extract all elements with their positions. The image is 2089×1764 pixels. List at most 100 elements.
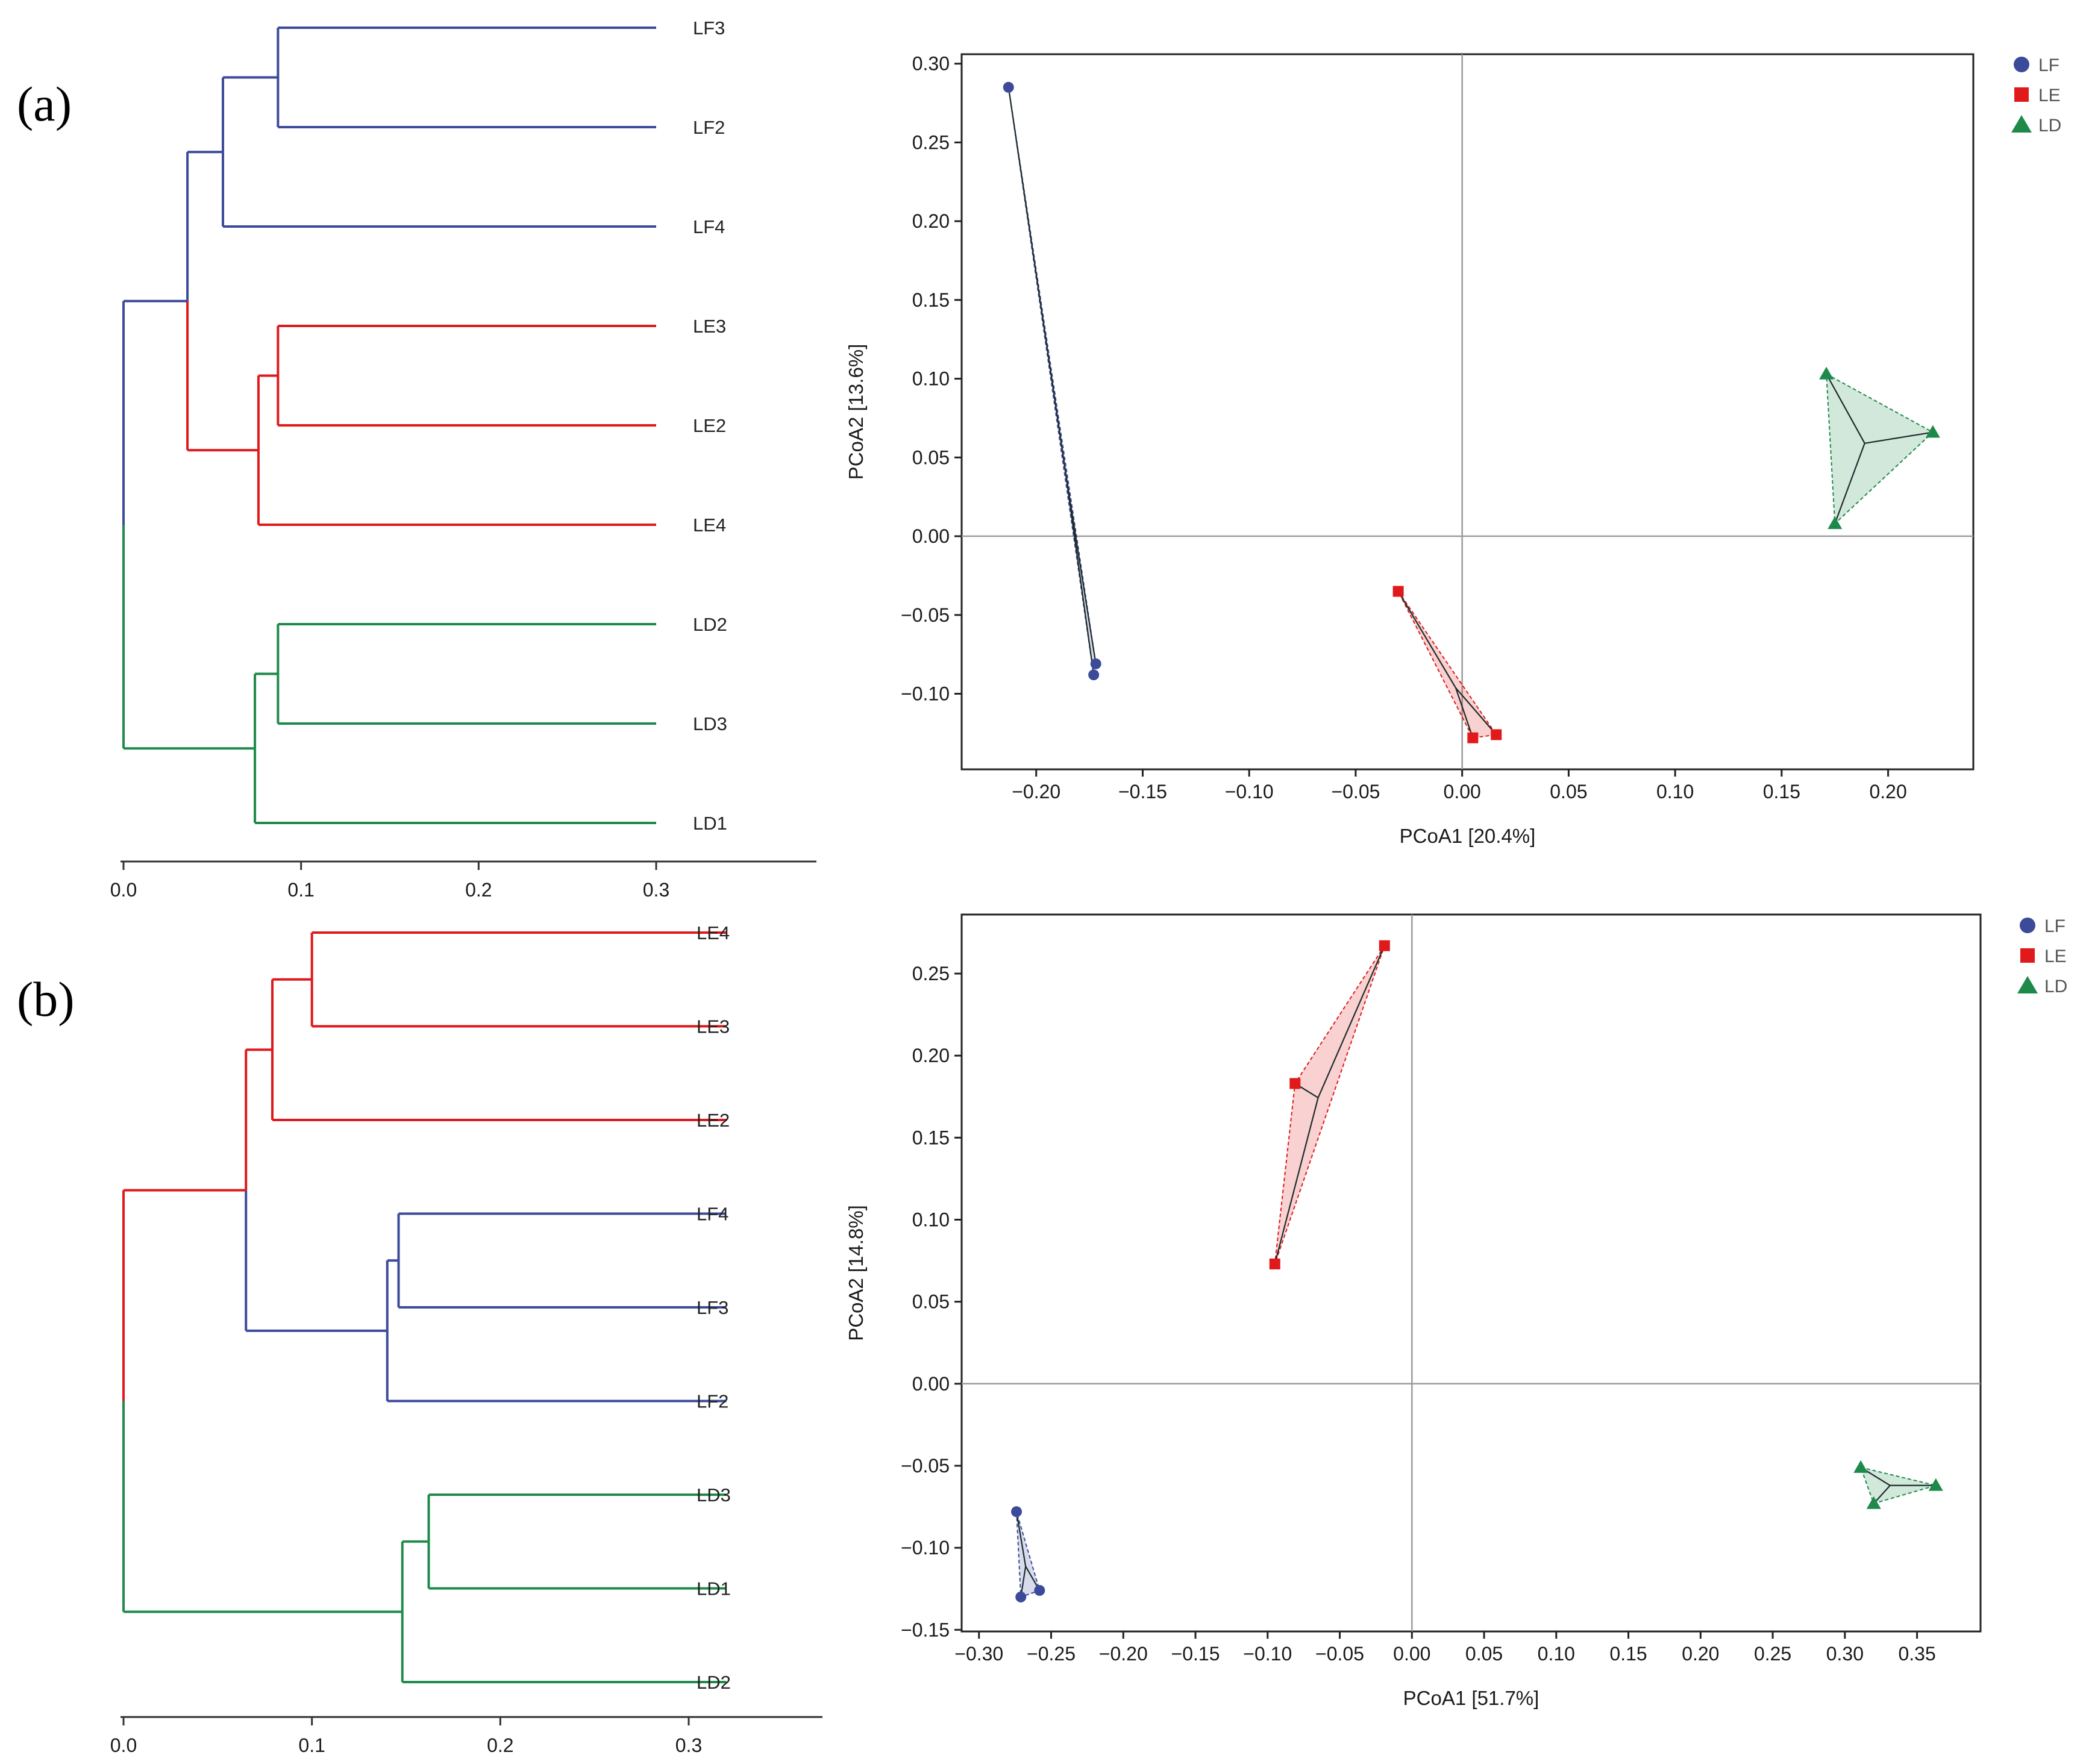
y-tick-label: −0.05 [901,604,950,626]
y-tick-label: 0.20 [912,210,950,232]
y-tick-label: 0.15 [912,1127,950,1148]
axis-tick-label: 0.3 [643,879,669,901]
centroid-link [1455,687,1474,739]
point-ld [1819,366,1834,380]
point-lf [1003,81,1014,93]
x-tick-label: −0.20 [1099,1643,1148,1665]
group-hull-le [1274,945,1385,1265]
y-axis-label: PCoA2 [13.6%] [845,344,867,480]
y-tick-label: −0.15 [901,1619,950,1640]
y-tick-label: 0.05 [912,1291,950,1313]
leaf-label-le2: LE2 [697,1110,730,1131]
point-le [1379,940,1390,951]
plot-frame [960,913,1982,1633]
group-lf [1011,1506,1045,1603]
x-tick-label: −0.05 [1331,781,1380,802]
point-ld [1827,516,1843,530]
point-le [1467,732,1479,743]
x-tick-label: 0.25 [1754,1643,1791,1665]
axis-tick-label: 0.2 [487,1734,513,1756]
legend-marker-triangle [2011,115,2032,133]
leaf-label-lf3: LF3 [693,17,725,39]
group-ld [1853,1460,1943,1509]
pcoa-plot-b: −0.30 −0.25 −0.20 −0.15 −0.10 −0.05 0.00 0.05 0.… [845,913,2067,1709]
panel-label-a: (a) [17,77,72,131]
pcoa-plot-a: −0.20 −0.15 −0.10 −0.05 0.00 0.05 0.10 0.15 0.20… [845,53,2061,847]
x-tick-label: −0.10 [1243,1643,1292,1665]
legend-marker-circle [2020,918,2035,933]
group-hull-ld [1826,373,1934,525]
group-lf [1003,81,1101,681]
y-tick-label: −0.10 [901,683,950,705]
point-le [1392,586,1404,597]
y-tick-label: 0.10 [912,368,950,390]
leaf-label-lf2: LF2 [693,117,725,138]
y-tick-label: 0.25 [912,131,950,153]
centroid-link [1864,431,1934,444]
y-tick-label: −0.10 [901,1537,950,1559]
x-tick-label: 0.20 [1869,781,1906,802]
legend-label-lf: LF [2044,916,2066,936]
y-tick-label: 0.10 [912,1209,950,1230]
y-tick-label: 0.20 [912,1045,950,1066]
point-lf [1090,658,1101,669]
legend-marker-triangle [2017,976,2038,993]
group-le [1392,586,1502,743]
point-lf [1034,1584,1045,1596]
centroid-link [1455,687,1497,736]
legend-marker-square [2014,87,2029,102]
axis-tick-label: 0.1 [287,879,314,901]
leaf-label-le4: LE4 [693,514,726,536]
x-tick-label: 0.05 [1550,781,1587,802]
point-ld [1925,425,1940,438]
centroid-link [1065,475,1095,675]
x-tick-label: 0.05 [1465,1643,1503,1665]
point-le [1491,729,1502,740]
x-tick-label: 0.15 [1609,1643,1647,1665]
point-lf [1088,669,1100,681]
leaf-label-le3: LE3 [697,1016,730,1037]
dendrogram-a: LF3 LF2 LF4 LE3 LE2 LE4 LD2 LD3 LD1 0.0 0.1 0.2 0.3 [110,17,816,901]
y-axis-label: PCoA2 [14.8%] [845,1205,867,1341]
x-tick-label: −0.15 [1171,1643,1220,1665]
centroid-link [1274,1097,1319,1265]
y-tick-label: 0.15 [912,289,950,311]
point-ld [1866,1496,1881,1509]
leaf-label-ld3: LD3 [693,713,727,734]
x-tick-label: −0.20 [1012,781,1060,802]
leaf-label-lf2: LF2 [697,1391,728,1412]
point-le [1269,1259,1280,1270]
dendrogram-branches [122,931,727,1683]
centroid-link [1826,374,1865,444]
centroid-link [1873,1484,1891,1504]
axis-tick-label: 0.3 [675,1734,702,1756]
x-tick-label: 0.10 [1656,781,1694,802]
leaf-label-lf4: LF4 [697,1204,728,1225]
x-tick-label: 0.30 [1826,1643,1864,1665]
leaf-label-ld1: LD1 [693,813,727,834]
legend-label-lf: LF [2038,55,2059,75]
point-ld [1853,1460,1868,1473]
point-ld [1928,1478,1943,1491]
x-tick-label: −0.25 [1027,1643,1076,1665]
centroid-link [1834,443,1865,524]
dendrogram-branches [122,27,656,824]
panel-label-b: (b) [17,972,75,1027]
y-tick-label: 0.00 [912,1373,950,1395]
point-lf [1015,1591,1027,1603]
centroid-link [1015,1512,1027,1567]
leaf-label-le4: LE4 [697,922,730,943]
point-lf [1011,1506,1023,1518]
group-hull-lf [1016,1511,1041,1598]
x-tick-label: 0.20 [1682,1643,1719,1665]
group-hull-le [1397,590,1497,739]
x-tick-label: 0.00 [1393,1643,1430,1665]
plot-frame [960,53,1975,771]
leaf-label-le2: LE2 [693,415,726,436]
legend-label-le: LE [2038,86,2061,105]
axis-tick-label: 0.2 [465,879,492,901]
axis-tick-label: 0.0 [110,1734,137,1756]
y-tick-label: −0.05 [901,1455,950,1477]
centroid-link [1007,87,1067,476]
